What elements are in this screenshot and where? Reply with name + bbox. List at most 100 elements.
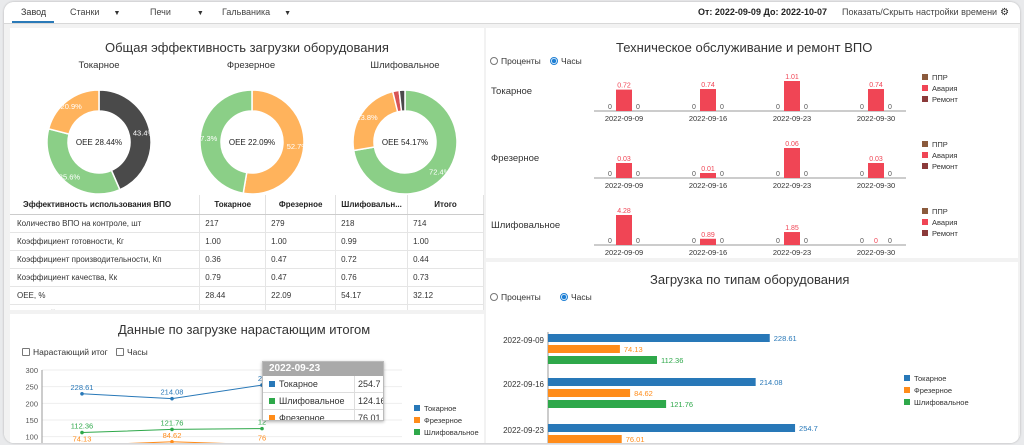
checkbox-icon[interactable] (116, 348, 124, 356)
data-point[interactable] (170, 427, 174, 432)
load-bar[interactable] (548, 389, 631, 397)
load-bar[interactable] (548, 334, 770, 342)
load-bar[interactable] (548, 424, 796, 432)
zero-label: 0 (692, 104, 696, 111)
donut-slice[interactable] (398, 89, 406, 113)
avaria-bar[interactable] (700, 89, 716, 111)
cumulative-panel: Данные по загрузке нарастающим итогом На… (10, 314, 484, 443)
radio-icon[interactable] (490, 57, 498, 65)
maintenance-row-label: Токарное (491, 86, 533, 97)
radio-selected-icon[interactable] (550, 57, 558, 65)
load-bar[interactable] (548, 356, 657, 364)
maintenance-panel: Техническое обслуживание и ремонт ВПО Пр… (486, 28, 1018, 258)
radio-icon[interactable] (490, 293, 498, 301)
legend-label: ППР (932, 140, 948, 149)
avaria-label: 0.89 (701, 232, 715, 239)
legend-swatch (922, 219, 928, 225)
bar-value-label: 74.13 (624, 345, 643, 354)
table-cell: Коэффициент производительности, Кп (10, 250, 201, 269)
data-label: 214.08 (161, 388, 184, 397)
cumulative-checkbox[interactable]: Нарастающий итог (22, 347, 108, 357)
avaria-bar[interactable] (784, 148, 800, 178)
data-point[interactable] (80, 430, 84, 435)
radio-percent[interactable]: Проценты (490, 292, 541, 302)
table-row: Коэффициент производительности, Кп 0.36 0.… (10, 250, 484, 269)
tooltip-row: Шлифовальное 124.16 (263, 393, 383, 410)
caret-down-icon: ▼ (113, 10, 121, 17)
avaria-bar[interactable] (616, 215, 632, 245)
donut-slice[interactable] (352, 89, 458, 195)
donut-slice[interactable] (47, 89, 100, 136)
avaria-bar[interactable] (616, 163, 632, 178)
table-cell: 54.17 (335, 286, 409, 305)
avaria-bar[interactable] (784, 232, 800, 245)
avaria-bar[interactable] (868, 89, 884, 111)
avaria-label: 0.74 (701, 82, 715, 89)
avaria-label: 0.74 (869, 82, 883, 89)
avaria-bar[interactable] (784, 81, 800, 111)
date-label: 2022-09-09 (605, 248, 643, 257)
zero-label: 0 (720, 238, 724, 245)
toggle-time-settings-link[interactable]: Показать/Скрыть настройки времени ⚙ (842, 7, 1010, 18)
table-cell: 1.00 (265, 232, 337, 251)
legend-label: Ремонт (932, 95, 958, 104)
zero-label: 0 (860, 171, 864, 178)
zero-label: 0 (804, 104, 808, 111)
category-label: 2022-09-09 (503, 336, 544, 345)
data-point[interactable] (170, 396, 174, 401)
legend-label: ППР (932, 207, 948, 216)
load-bar[interactable] (548, 345, 620, 353)
donut-slice[interactable] (46, 127, 121, 195)
table-row: OEE, % 28.44 22.09 54.17 32.12 (10, 286, 484, 305)
radio-hours[interactable]: Часы (560, 292, 592, 302)
radio-percent[interactable]: Проценты (490, 56, 541, 66)
checkbox-icon[interactable] (22, 348, 30, 356)
data-point[interactable] (80, 391, 84, 396)
data-label: 112.36 (71, 422, 93, 431)
donut-center-label: OEE 22.09% (229, 138, 275, 147)
slice-label: 20.9% (61, 102, 83, 111)
avaria-bar[interactable] (700, 173, 716, 178)
data-label: 12 (258, 418, 266, 427)
table-row: Коэффициент качества, Кк 0.79 0.47 0.76 0.73 (10, 268, 484, 287)
radio-hours[interactable]: Часы (550, 56, 582, 66)
active-tab-indicator (12, 21, 54, 23)
table-cell: 32.12 (407, 286, 484, 305)
zero-label: 0 (692, 238, 696, 245)
y-tick-label: 150 (25, 416, 38, 425)
load-bar[interactable] (548, 400, 667, 408)
donut-slice[interactable] (242, 89, 305, 195)
radio-selected-icon[interactable] (560, 293, 568, 301)
tab-stanki[interactable]: Станки ▼ (70, 7, 121, 17)
legend-swatch (414, 429, 420, 435)
legend-grinding: Шлифовальное (414, 428, 479, 437)
legend-label: Ремонт (932, 162, 958, 171)
y-tick-label: 250 (25, 383, 38, 392)
load-bar[interactable] (548, 435, 622, 443)
date-label: 2022-09-16 (689, 248, 727, 257)
load-bar[interactable] (548, 378, 756, 386)
zero-label: 0 (804, 171, 808, 178)
avaria-label: 0.03 (617, 156, 631, 163)
gear-icon[interactable]: ⚙ (1000, 7, 1010, 18)
zero-label: 0 (608, 238, 612, 245)
cumulative-title: Данные по загрузке нарастающим итогом (118, 322, 371, 337)
legend-swatch (414, 417, 420, 423)
avaria-bar[interactable] (868, 163, 884, 178)
data-point[interactable] (260, 426, 264, 431)
date-label: 2022-09-16 (689, 114, 727, 123)
avaria-bar[interactable] (616, 89, 632, 111)
slice-label: 52.7% (287, 142, 309, 151)
table-cell: 218 (335, 214, 409, 233)
data-point[interactable] (170, 439, 174, 443)
donut-slice[interactable] (199, 89, 253, 195)
tab-zavod[interactable]: Завод (21, 7, 47, 17)
tab-pechi[interactable]: Печи ▼ (150, 7, 204, 17)
donut-label-milling: Фрезерное (226, 60, 276, 71)
tab-galvanika[interactable]: Гальваника ▼ (222, 7, 292, 17)
donut-slice[interactable] (98, 89, 152, 191)
hours-checkbox[interactable]: Часы (116, 347, 148, 357)
efficiency-table: Эффективность использования ВПО Токарное… (10, 195, 484, 310)
table-row: Коэффициент готовности, Кг 1.00 1.00 0.99 1.… (10, 232, 484, 251)
avaria-bar[interactable] (700, 238, 716, 245)
